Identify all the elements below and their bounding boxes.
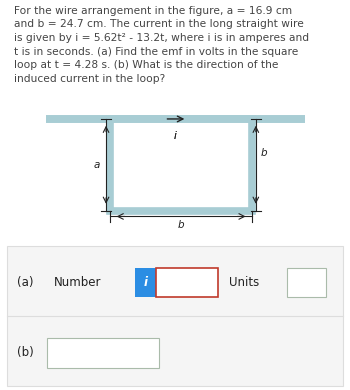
Text: a: a [93,160,100,170]
Text: μV: μV [296,276,311,289]
Text: ⌄: ⌄ [316,278,324,288]
Text: ⌄: ⌄ [150,348,158,358]
Text: b: b [178,220,184,230]
Bar [47,338,159,367]
Bar [156,268,218,297]
Text: For the wire arrangement in the figure, a = 16.9 cm
and b = 24.7 cm. The current: For the wire arrangement in the figure, … [14,6,309,84]
Text: (b): (b) [18,346,34,360]
Text: Units: Units [229,276,259,289]
Bar [135,268,156,297]
Text: Number: Number [54,276,102,289]
Bar [110,119,252,211]
Bar [7,246,343,386]
Text: i: i [174,131,176,141]
Text: (a): (a) [18,276,34,289]
Text: counterclockwise: counterclockwise [51,346,153,360]
Text: i: i [174,131,176,141]
Bar [287,268,326,297]
Text: i: i [144,276,148,289]
Text: b: b [261,148,267,158]
